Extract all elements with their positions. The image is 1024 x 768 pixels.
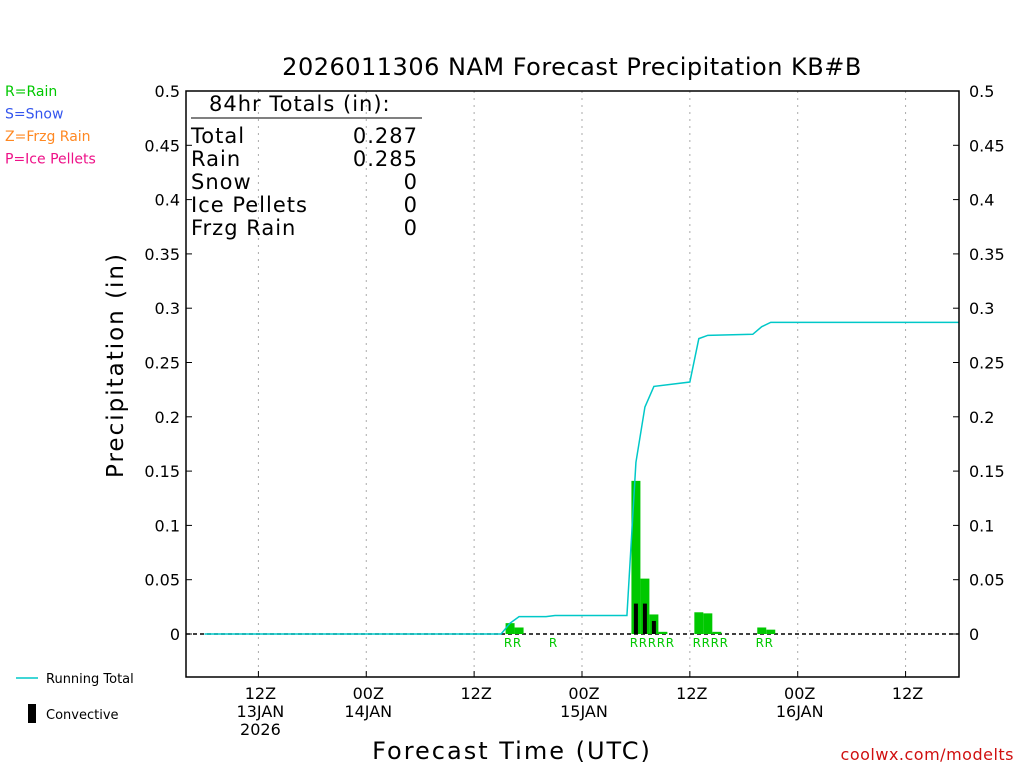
convective-bar <box>633 603 638 634</box>
x-tick-label: 12Z <box>245 684 276 703</box>
y-tick-label-right: 0 <box>969 625 979 644</box>
y-tick-label-right: 0.1 <box>969 516 994 535</box>
legend-type-entry: P=Ice Pellets <box>5 152 96 168</box>
y-tick-label: 0.2 <box>155 408 180 427</box>
rain-bar <box>631 480 641 634</box>
x-tick-label: 13JAN <box>237 702 285 721</box>
totals-row-label: Snow <box>191 170 252 194</box>
y-tick-label: 0.1 <box>155 516 180 535</box>
convective-bars <box>633 603 656 634</box>
y-tick-label: 0.3 <box>155 299 180 318</box>
y-tick-label-right: 0.3 <box>969 299 994 318</box>
rain-bar <box>712 631 722 634</box>
ptype-letter: R <box>639 636 647 650</box>
x-tick-label: 00Z <box>568 684 599 703</box>
y-tick-label: 0.4 <box>155 191 180 210</box>
rain-bar <box>766 629 776 634</box>
legend-type-entry: S=Snow <box>5 107 63 123</box>
x-axis-label: Forecast Time (UTC) <box>372 737 652 765</box>
totals-row-value: 0 <box>404 170 418 194</box>
totals-row-value: 0.285 <box>353 147 418 171</box>
y-tick-label: 0.5 <box>155 82 180 101</box>
totals-row-label: Total <box>190 124 245 148</box>
x-tick-label: 12Z <box>892 684 923 703</box>
chart-title: 2026011306 NAM Forecast Precipitation KB… <box>282 53 862 81</box>
rain-bar <box>658 631 668 634</box>
y-tick-label-right: 0.2 <box>969 408 994 427</box>
y-tick-label: 0.15 <box>144 462 180 481</box>
ptype-letter: R <box>693 636 701 650</box>
ptype-letter: R <box>765 636 773 650</box>
legend-type-entry: Z=Frzg Rain <box>5 129 91 145</box>
plot-frame <box>185 90 960 678</box>
y-tick-label-right: 0.45 <box>969 136 1005 155</box>
y-tick-label-right: 0.15 <box>969 462 1005 481</box>
y-tick-label-right: 0.5 <box>969 82 994 101</box>
precip-type-legend: R=Rain S=Snow Z=Frzg Rain P=Ice Pellets <box>5 84 96 168</box>
totals-row-value: 0.287 <box>353 124 418 148</box>
ptype-letter: R <box>666 636 674 650</box>
y-tick-label: 0.25 <box>144 354 180 373</box>
x-tick-label: 00Z <box>353 684 384 703</box>
running-total-legend: Running Total <box>46 672 134 687</box>
convective-legend: Convective <box>46 708 119 723</box>
y-tick-label: 0.45 <box>144 136 180 155</box>
totals-box: 84hr Totals (in): Total 0.287 Rain 0.285 Sno… <box>190 92 422 240</box>
x-tick-label: 00Z <box>784 684 815 703</box>
totals-row-value: 0 <box>404 216 418 240</box>
ptype-letter: R <box>513 636 521 650</box>
y-axis-left: 0 0.05 0.1 0.15 0.2 0.25 0.3 0.35 0.4 0.45 0.5 <box>144 82 192 644</box>
y-tick-label-right: 0.4 <box>969 191 994 210</box>
rain-bar <box>703 613 713 634</box>
ptype-letter: R <box>756 636 764 650</box>
rain-bar <box>757 627 767 634</box>
running-total-line <box>204 321 960 635</box>
convective-bar <box>651 620 656 634</box>
ptype-letter: R <box>549 636 557 650</box>
ptype-letter: R <box>720 636 728 650</box>
y-tick-label: 0 <box>170 625 180 644</box>
totals-row-label: Rain <box>191 147 241 171</box>
ptype-letter: R <box>702 636 710 650</box>
y-tick-label-right: 0.25 <box>969 354 1005 373</box>
x-tick-label: 14JAN <box>344 702 392 721</box>
x-tick-label: 2026 <box>240 720 281 739</box>
y-tick-label: 0.35 <box>144 245 180 264</box>
x-gridlines <box>257 91 907 677</box>
x-tick-label: 12Z <box>460 684 491 703</box>
y-tick-label: 0.05 <box>144 571 180 590</box>
rain-bar <box>694 612 704 634</box>
x-tick-label: 15JAN <box>560 702 608 721</box>
x-tick-label: 12Z <box>676 684 707 703</box>
x-tick-label: 16JAN <box>776 702 824 721</box>
legend-type-entry: R=Rain <box>5 84 57 100</box>
ptype-letter: R <box>657 636 665 650</box>
convective-bar <box>642 603 647 634</box>
y-tick-label-right: 0.05 <box>969 571 1005 590</box>
totals-row-label: Frzg Rain <box>191 216 296 240</box>
totals-header: 84hr Totals (in): <box>209 92 391 116</box>
site-credit: coolwx.com/modelts <box>841 745 1014 764</box>
y-tick-label-right: 0.35 <box>969 245 1005 264</box>
ptype-letter: R <box>630 636 638 650</box>
totals-row-label: Ice Pellets <box>191 193 308 217</box>
ptype-letter: R <box>711 636 719 650</box>
rain-bar <box>514 627 524 634</box>
rain-bars <box>505 480 776 634</box>
bottom-legend: Running Total Convective <box>16 672 134 723</box>
ptype-letter: R <box>648 636 656 650</box>
totals-row-value: 0 <box>404 193 418 217</box>
convective-swatch <box>28 704 36 723</box>
y-axis-right: 0 0.05 0.1 0.15 0.2 0.25 0.3 0.35 0.4 0.45 0.5 <box>953 82 1005 644</box>
totals-rows: Total 0.287 Rain 0.285 Snow 0 Ice Pellets 0 Frzg… <box>190 124 418 240</box>
ptype-letter: R <box>504 636 512 650</box>
rain-bar <box>505 623 515 634</box>
y-axis-label: Precipitation (in) <box>103 252 129 478</box>
